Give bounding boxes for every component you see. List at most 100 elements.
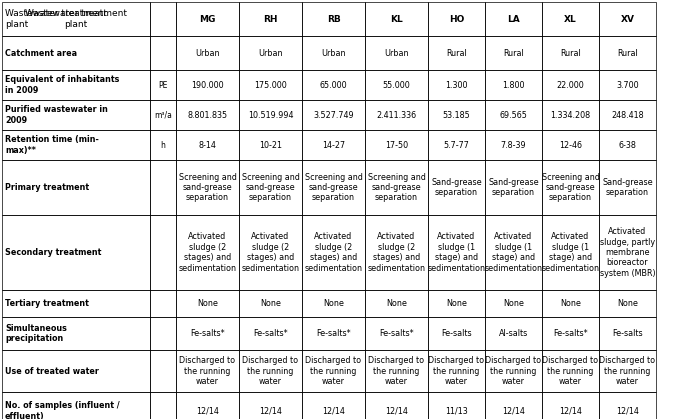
Bar: [365, 160, 428, 215]
Text: 10.519.994: 10.519.994: [248, 111, 293, 119]
Bar: [2, 392, 150, 419]
Text: 1.334.208: 1.334.208: [551, 111, 591, 119]
Bar: [365, 290, 428, 317]
Text: XV: XV: [621, 15, 634, 23]
Text: Activated
sludge (1
stage) and
sedimentation: Activated sludge (1 stage) and sedimenta…: [428, 233, 485, 273]
Text: Sand-grease
separation: Sand-grease separation: [488, 178, 539, 197]
Bar: [542, 290, 599, 317]
Bar: [599, 70, 656, 100]
Text: Activated
sludge (2
stages) and
sedimentation: Activated sludge (2 stages) and sediment…: [304, 233, 363, 273]
Bar: [485, 70, 542, 100]
Bar: [239, 317, 302, 350]
Bar: [485, 350, 542, 392]
Bar: [176, 317, 239, 350]
Text: Discharged to
the running
water: Discharged to the running water: [543, 356, 599, 386]
Bar: [599, 100, 656, 130]
Text: Fe-salts*: Fe-salts*: [253, 329, 288, 338]
Text: Sand-grease
separation: Sand-grease separation: [602, 178, 653, 197]
Text: Urban: Urban: [321, 49, 346, 57]
Text: 12/14: 12/14: [259, 406, 282, 416]
Bar: [542, 100, 599, 130]
Bar: [365, 130, 428, 160]
Bar: [150, 290, 176, 317]
Bar: [485, 290, 542, 317]
Text: None: None: [503, 299, 524, 308]
Bar: [239, 2, 302, 36]
Text: RH: RH: [263, 15, 278, 23]
Text: Rural: Rural: [446, 49, 467, 57]
Text: 8.801.835: 8.801.835: [187, 111, 227, 119]
Bar: [176, 36, 239, 70]
Text: KL: KL: [390, 15, 403, 23]
Text: None: None: [386, 299, 407, 308]
Bar: [150, 160, 176, 215]
Bar: [428, 350, 485, 392]
Text: MG: MG: [200, 15, 216, 23]
Bar: [150, 130, 176, 160]
Text: RB: RB: [327, 15, 340, 23]
Text: Purified wastewater in
2009: Purified wastewater in 2009: [5, 105, 108, 125]
Bar: [2, 317, 150, 350]
Bar: [2, 130, 150, 160]
Bar: [428, 100, 485, 130]
Text: Al-salts: Al-salts: [499, 329, 528, 338]
Text: 17-50: 17-50: [385, 140, 408, 150]
Text: Screening and
sand-grease
separation: Screening and sand-grease separation: [305, 173, 363, 202]
Text: Fe-salts*: Fe-salts*: [316, 329, 351, 338]
Text: None: None: [323, 299, 344, 308]
Bar: [302, 36, 365, 70]
Text: 12-46: 12-46: [559, 140, 582, 150]
Text: Wastewater treatment
plant: Wastewater treatment plant: [5, 9, 107, 28]
Bar: [302, 70, 365, 100]
Text: Simultaneous
precipitation: Simultaneous precipitation: [5, 324, 67, 343]
Bar: [302, 350, 365, 392]
Bar: [2, 350, 150, 392]
Bar: [239, 100, 302, 130]
Bar: [485, 392, 542, 419]
Text: LA: LA: [507, 15, 520, 23]
Text: Activated
sludge (2
stages) and
sedimentation: Activated sludge (2 stages) and sediment…: [242, 233, 299, 273]
Text: 14-27: 14-27: [322, 140, 345, 150]
Bar: [302, 160, 365, 215]
Bar: [176, 100, 239, 130]
Bar: [542, 317, 599, 350]
Bar: [485, 2, 542, 36]
Text: XL: XL: [564, 15, 577, 23]
Text: 55.000: 55.000: [383, 80, 410, 90]
Bar: [302, 317, 365, 350]
Bar: [599, 130, 656, 160]
Bar: [150, 100, 176, 130]
Text: Fe-salts: Fe-salts: [612, 329, 643, 338]
Text: Urban: Urban: [258, 49, 282, 57]
Bar: [599, 2, 656, 36]
Text: 12/14: 12/14: [322, 406, 345, 416]
Text: 12/14: 12/14: [616, 406, 639, 416]
Text: Activated
sludge, partly
membrane
bioreactor
system (MBR): Activated sludge, partly membrane biorea…: [600, 227, 655, 278]
Bar: [365, 36, 428, 70]
Text: 53.185: 53.185: [443, 111, 471, 119]
Bar: [176, 160, 239, 215]
Bar: [150, 350, 176, 392]
Text: 3.527.749: 3.527.749: [313, 111, 354, 119]
Text: 190.000: 190.000: [191, 80, 224, 90]
Text: Screening and
sand-grease
separation: Screening and sand-grease separation: [179, 173, 236, 202]
Text: Fe-salts: Fe-salts: [441, 329, 472, 338]
Text: 22.000: 22.000: [557, 80, 585, 90]
Text: 248.418: 248.418: [611, 111, 644, 119]
Text: h: h: [160, 140, 166, 150]
Bar: [239, 130, 302, 160]
Bar: [239, 392, 302, 419]
Bar: [599, 392, 656, 419]
Text: Urban: Urban: [384, 49, 409, 57]
Bar: [2, 160, 150, 215]
Text: Sand-grease
separation: Sand-grease separation: [431, 178, 482, 197]
Bar: [542, 36, 599, 70]
Bar: [176, 2, 239, 36]
Bar: [428, 290, 485, 317]
Text: 10-21: 10-21: [259, 140, 282, 150]
Text: Catchment area: Catchment area: [5, 49, 77, 57]
Bar: [2, 36, 150, 70]
Bar: [428, 160, 485, 215]
Bar: [150, 392, 176, 419]
Bar: [542, 70, 599, 100]
